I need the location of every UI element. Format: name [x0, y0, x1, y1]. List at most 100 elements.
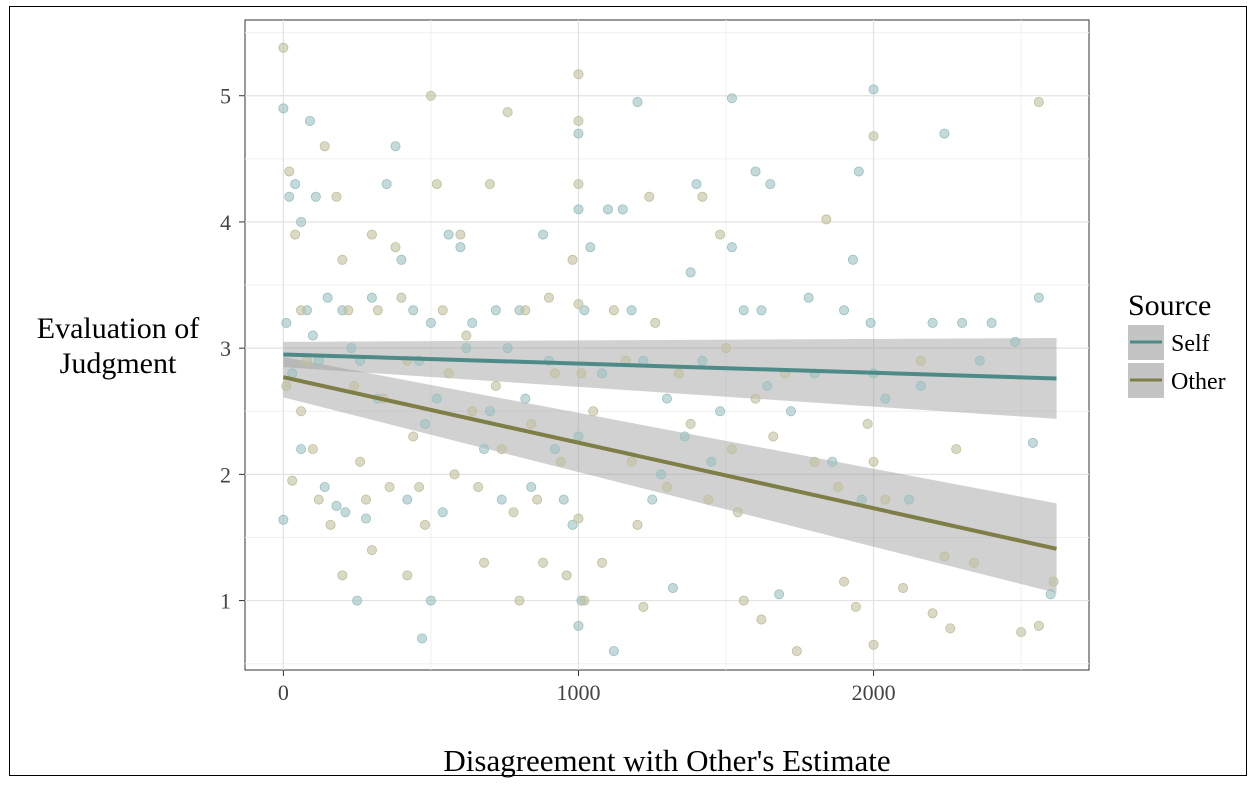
y-tick-label: 2	[220, 462, 231, 487]
point-self	[431, 393, 442, 404]
point-self	[278, 514, 289, 525]
point-other	[567, 254, 578, 265]
point-self	[765, 179, 776, 190]
point-other	[1033, 620, 1044, 631]
point-other	[414, 481, 425, 492]
fit-lines	[282, 352, 1057, 551]
point-other	[290, 229, 301, 240]
point-other	[301, 355, 312, 366]
point-other	[927, 608, 938, 619]
point-self	[647, 494, 658, 505]
point-other	[1016, 627, 1027, 638]
point-self	[520, 393, 531, 404]
point-self	[573, 204, 584, 215]
point-self	[927, 317, 938, 328]
point-other	[915, 355, 926, 366]
point-self	[479, 444, 490, 455]
point-self	[738, 305, 749, 316]
point-self	[632, 97, 643, 108]
point-self	[803, 292, 814, 303]
point-self	[352, 595, 363, 606]
point-other	[821, 214, 832, 225]
point-other	[850, 601, 861, 612]
point-self	[310, 191, 321, 202]
point-self	[1033, 292, 1044, 303]
legend-title: Source	[1128, 289, 1211, 322]
point-other	[325, 519, 336, 530]
point-other	[366, 545, 377, 556]
x-axis-label: Disagreement with Other's Estimate	[443, 743, 890, 778]
point-other	[479, 557, 490, 568]
point-self	[526, 481, 537, 492]
point-other	[726, 444, 737, 455]
point-self	[903, 494, 914, 505]
point-self	[502, 343, 513, 354]
point-self	[455, 242, 466, 253]
point-other	[650, 317, 661, 328]
point-other	[502, 107, 513, 118]
point-self	[366, 292, 377, 303]
point-other	[1033, 97, 1044, 108]
y-axis-label-line-1: Evaluation of	[37, 312, 199, 345]
point-self	[573, 431, 584, 442]
point-self	[626, 305, 637, 316]
point-other	[898, 582, 909, 593]
point-self	[567, 519, 578, 530]
point-other	[644, 191, 655, 202]
point-other	[608, 305, 619, 316]
point-self	[986, 317, 997, 328]
y-tick-label: 3	[220, 336, 231, 361]
point-self	[847, 254, 858, 265]
x-tick-label: 2000	[852, 680, 896, 705]
point-self	[420, 418, 431, 429]
point-other	[750, 393, 761, 404]
fit-line-self	[283, 352, 1057, 381]
point-self	[402, 494, 413, 505]
point-self	[697, 355, 708, 366]
point-self	[939, 128, 950, 139]
point-self	[549, 444, 560, 455]
point-other	[588, 406, 599, 417]
point-other	[281, 381, 292, 392]
confidence-bands	[283, 338, 1057, 594]
point-self	[853, 166, 864, 177]
point-self	[284, 191, 295, 202]
x-tick-label: 0	[278, 680, 289, 705]
legend-label-other: Other	[1171, 369, 1226, 395]
point-self	[597, 368, 608, 379]
point-self	[762, 381, 773, 392]
point-self	[331, 500, 342, 511]
point-other	[343, 305, 354, 316]
fit-line-other	[282, 375, 1057, 551]
point-self	[662, 393, 673, 404]
point-self	[443, 229, 454, 240]
point-other	[662, 481, 673, 492]
point-other	[732, 507, 743, 518]
point-other	[576, 368, 587, 379]
point-other	[372, 305, 383, 316]
point-other	[862, 418, 873, 429]
point-other	[420, 519, 431, 530]
point-self	[319, 481, 330, 492]
point-other	[951, 444, 962, 455]
point-self	[290, 179, 301, 190]
point-other	[449, 469, 460, 480]
point-other	[768, 431, 779, 442]
point-other	[685, 418, 696, 429]
point-self	[868, 84, 879, 95]
point-self	[974, 355, 985, 366]
point-self	[322, 292, 333, 303]
point-self	[726, 242, 737, 253]
point-other	[549, 368, 560, 379]
point-other	[573, 179, 584, 190]
point-other	[296, 305, 307, 316]
point-self	[437, 507, 448, 518]
point-self	[425, 595, 436, 606]
point-other	[296, 406, 307, 417]
y-tick-label: 5	[220, 84, 231, 109]
point-other	[496, 444, 507, 455]
point-other	[366, 229, 377, 240]
point-other	[703, 494, 714, 505]
point-other	[526, 418, 537, 429]
point-self	[296, 444, 307, 455]
